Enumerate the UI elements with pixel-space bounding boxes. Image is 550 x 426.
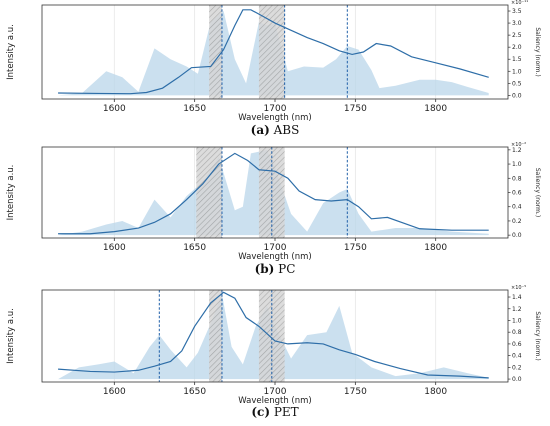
x-tick-label: 1800	[424, 243, 447, 253]
panel-caption: (a) ABS	[251, 123, 300, 137]
y-right-tick-label: 3.5	[512, 8, 522, 15]
x-axis-label: Wavelength (nm)	[238, 113, 311, 123]
caption-letter: (a)	[251, 123, 270, 137]
spectrum-line	[58, 291, 489, 379]
caption-letter: (b)	[255, 262, 275, 276]
caption-text: PC	[274, 262, 295, 276]
y-right-tick-label: 2.5	[512, 32, 522, 39]
caption-letter: (c)	[251, 405, 270, 419]
y-right-tick-label: 0.8	[512, 329, 522, 336]
x-tick-label: 1700	[264, 243, 287, 253]
right-axis-exponent: ×10⁻¹¹	[511, 0, 528, 6]
y-right-tick-label: 3.0	[512, 20, 522, 27]
y-right-tick-label: 1.2	[512, 306, 522, 313]
y-right-tick-label: 1.0	[512, 68, 522, 75]
x-axis-label: Wavelength (nm)	[238, 252, 311, 262]
y-right-tick-label: 1.0	[512, 161, 522, 168]
chart-panel-0: 1600 1650 1700 1750 1800 0.0 0.5 1.0 1.5 2.0 2.5 3.…	[6, 0, 541, 137]
x-tick-label: 1750	[344, 387, 367, 397]
y-axis-label: Intensity a.u.	[6, 165, 16, 221]
x-tick-label: 1800	[424, 387, 447, 397]
x-tick-label: 1600	[103, 104, 126, 114]
y-right-tick-label: 1.0	[512, 317, 522, 324]
y-right-axis-label: Saliency (norm.)	[534, 27, 541, 76]
x-tick-label: 1600	[103, 387, 126, 397]
y-right-tick-label: 0.0	[512, 232, 522, 239]
y-right-tick-label: 1.5	[512, 56, 522, 63]
caption-text: PET	[270, 405, 299, 419]
hatched-band	[258, 5, 285, 99]
y-right-tick-label: 0.4	[512, 204, 522, 211]
y-right-tick-label: 0.6	[512, 341, 522, 348]
y-right-tick-label: 0.0	[512, 92, 522, 99]
panel-caption: (b) PC	[255, 262, 296, 276]
spectrum-line	[58, 9, 489, 95]
hatched-band	[209, 5, 222, 99]
caption-text: ABS	[270, 123, 300, 137]
chart-panel-1: 1600 1650 1700 1750 1800 0.0 0.2 0.4 0.6 0.8 1.0 1.…	[6, 142, 541, 276]
x-tick-label: 1750	[344, 243, 367, 253]
y-right-tick-label: 1.2	[512, 147, 522, 154]
y-right-tick-label: 2.0	[512, 44, 522, 51]
hatched-band	[196, 147, 222, 238]
y-right-axis-label: Saliency (norm.)	[534, 311, 541, 360]
y-right-tick-label: 0.5	[512, 80, 522, 87]
right-axis-exponent: ×10⁻²	[511, 142, 526, 148]
x-tick-label: 1650	[183, 387, 206, 397]
x-axis-label: Wavelength (nm)	[238, 396, 311, 406]
x-tick-label: 1650	[183, 243, 206, 253]
y-right-tick-label: 0.2	[512, 364, 522, 371]
y-right-tick-label: 0.0	[512, 376, 522, 383]
x-tick-label: 1750	[344, 104, 367, 114]
x-tick-label: 1800	[424, 104, 447, 114]
spectrum-line	[58, 152, 489, 235]
y-right-tick-label: 1.4	[512, 294, 522, 301]
right-axis-exponent: ×10⁻⁵	[511, 285, 526, 291]
x-tick-label: 1650	[183, 104, 206, 114]
y-right-tick-label: 0.6	[512, 190, 522, 197]
y-right-tick-label: 0.2	[512, 218, 522, 225]
y-right-axis-label: Saliency (norm.)	[534, 168, 541, 217]
y-axis-label: Intensity a.u.	[6, 24, 16, 80]
y-right-tick-label: 0.8	[512, 175, 522, 182]
y-axis-label: Intensity a.u.	[6, 308, 16, 364]
hatched-band	[209, 290, 222, 382]
x-tick-label: 1700	[264, 387, 287, 397]
x-tick-label: 1700	[264, 104, 287, 114]
y-right-tick-label: 0.4	[512, 353, 522, 360]
chart-panel-2: 1600 1650 1700 1750 1800 0.0 0.2 0.4 0.6 0.8 1.0 1.…	[6, 285, 541, 419]
panel-caption: (c) PET	[251, 405, 298, 419]
x-tick-label: 1600	[103, 243, 126, 253]
